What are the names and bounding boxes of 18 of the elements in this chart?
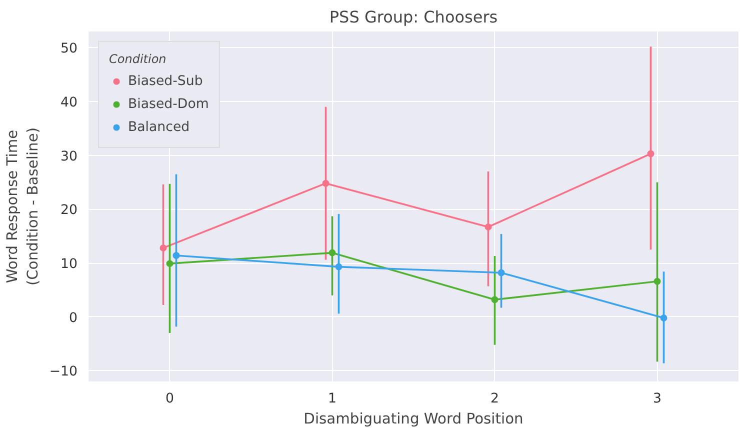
chart-title: PSS Group: Choosers: [329, 8, 498, 26]
x-tick-label: 0: [166, 392, 174, 406]
legend-title: Condition: [109, 52, 168, 66]
legend-label: Biased-Sub: [128, 74, 203, 88]
x-axis-title: Disambiguating Word Position: [304, 410, 524, 428]
y-tick-label: −10: [49, 364, 78, 380]
y-tick-label: 40: [60, 96, 78, 110]
y-tick-label: 0: [69, 310, 78, 326]
y-tick-label: 50: [60, 42, 78, 57]
y-tick-label: 10: [60, 257, 78, 272]
legend-label: Biased-Dom: [128, 96, 209, 112]
y-tick-label: 20: [60, 203, 78, 218]
x-tick-label: 2: [490, 392, 499, 406]
x-tick-label: 3: [653, 392, 662, 406]
y-tick-label: 30: [60, 149, 78, 164]
legend-label: Balanced: [128, 120, 190, 134]
y-axis-title: Word Response Time (Condition - Baseline): [4, 127, 42, 286]
x-tick-label: 1: [328, 392, 336, 406]
